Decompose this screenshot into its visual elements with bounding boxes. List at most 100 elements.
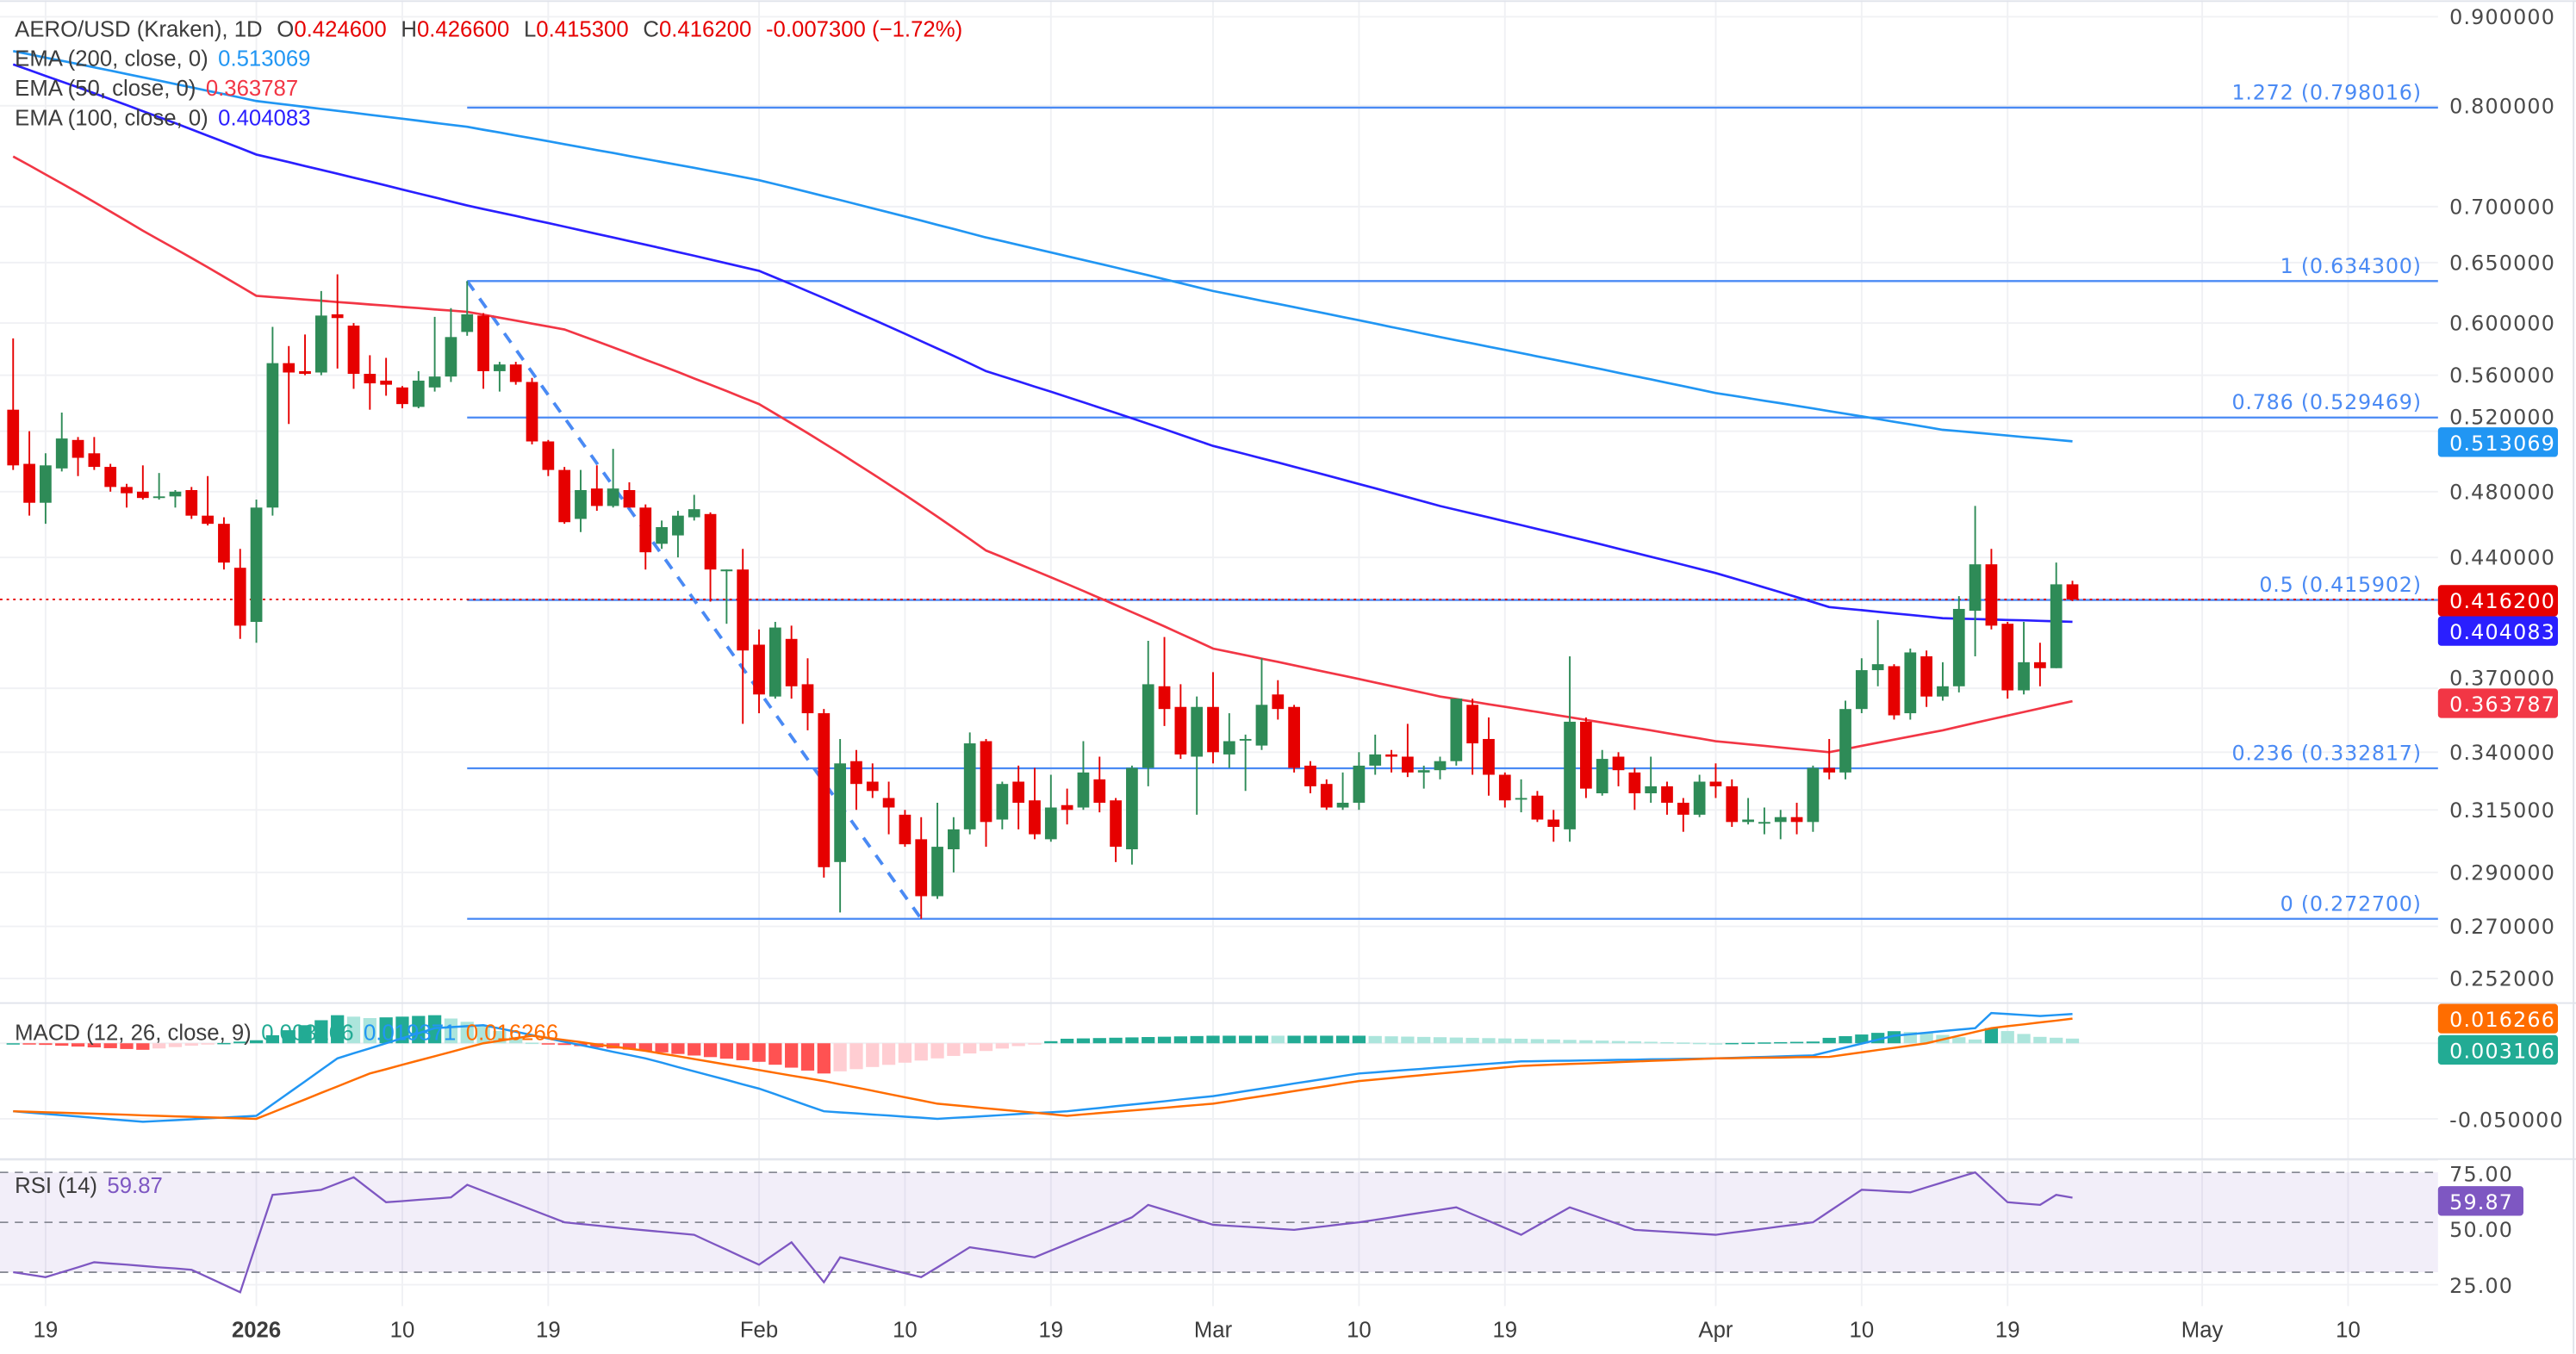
candle[interactable] bbox=[1434, 756, 1447, 779]
candle[interactable] bbox=[1336, 772, 1349, 811]
ema200-legend[interactable]: EMA (200, close, 0) 0.513069 bbox=[15, 47, 310, 71]
fib-trend-line[interactable] bbox=[465, 280, 923, 920]
candle[interactable] bbox=[899, 810, 912, 848]
candle[interactable] bbox=[1142, 641, 1154, 786]
candle[interactable] bbox=[1223, 713, 1235, 768]
ema50-legend[interactable]: EMA (50, close, 0) 0.363787 bbox=[15, 77, 298, 101]
candle[interactable] bbox=[1466, 699, 1479, 775]
candle[interactable] bbox=[1790, 802, 1803, 835]
ema100-legend[interactable]: EMA (100, close, 0) 0.404083 bbox=[15, 106, 310, 130]
rsi-pane[interactable] bbox=[0, 1171, 2438, 1273]
candle[interactable] bbox=[1012, 765, 1025, 829]
candle[interactable] bbox=[1191, 696, 1204, 815]
candle[interactable] bbox=[1498, 772, 1511, 808]
candle[interactable] bbox=[428, 316, 441, 392]
candle[interactable] bbox=[1110, 798, 1122, 862]
candle[interactable] bbox=[1158, 637, 1171, 726]
candle[interactable] bbox=[2001, 622, 2014, 699]
candle[interactable] bbox=[1174, 684, 1187, 760]
candle[interactable] bbox=[915, 817, 928, 919]
candle[interactable] bbox=[1093, 756, 1106, 813]
candle[interactable] bbox=[509, 362, 522, 385]
candle[interactable] bbox=[121, 483, 133, 508]
macd-legend[interactable]: MACD (12, 26, close, 9) 0.003106 0.019371 0… bbox=[15, 1021, 558, 1045]
candle[interactable] bbox=[1855, 658, 1868, 714]
candle[interactable] bbox=[1304, 761, 1316, 794]
candle[interactable] bbox=[1255, 658, 1268, 750]
candle[interactable] bbox=[1029, 767, 1041, 840]
candle[interactable] bbox=[1369, 734, 1382, 775]
candle[interactable] bbox=[477, 313, 489, 389]
candle[interactable] bbox=[834, 738, 846, 913]
candle[interactable] bbox=[1061, 788, 1073, 825]
candle[interactable] bbox=[7, 338, 20, 470]
candle[interactable] bbox=[737, 549, 750, 724]
candle[interactable] bbox=[1807, 765, 1820, 832]
candle[interactable] bbox=[931, 802, 943, 899]
candle[interactable] bbox=[639, 504, 652, 570]
candle[interactable] bbox=[768, 622, 781, 699]
candle[interactable] bbox=[169, 490, 182, 508]
candle[interactable] bbox=[656, 520, 668, 550]
candle[interactable] bbox=[1401, 724, 1414, 778]
candle[interactable] bbox=[607, 449, 619, 508]
candle[interactable] bbox=[299, 334, 311, 376]
candle[interactable] bbox=[1417, 765, 1430, 789]
candle[interactable] bbox=[72, 437, 84, 476]
candle[interactable] bbox=[380, 357, 393, 396]
candle[interactable] bbox=[704, 512, 717, 602]
candle[interactable] bbox=[1288, 705, 1300, 773]
candle[interactable] bbox=[753, 629, 765, 714]
candle[interactable] bbox=[1515, 779, 1528, 813]
candle[interactable] bbox=[1272, 680, 1285, 720]
candle[interactable] bbox=[1985, 549, 1998, 630]
candle[interactable] bbox=[1385, 749, 1397, 773]
candle[interactable] bbox=[818, 709, 831, 878]
candle[interactable] bbox=[445, 307, 457, 382]
time-axis[interactable]: 19 2026 10 19 Feb 10 19 Mar 10 19 Apr 10 19 May 10 bbox=[34, 1319, 2361, 1343]
candle[interactable] bbox=[152, 473, 165, 500]
candles[interactable] bbox=[7, 274, 2079, 919]
candle[interactable] bbox=[1758, 807, 1770, 835]
candle[interactable] bbox=[850, 749, 862, 811]
candle[interactable] bbox=[185, 487, 198, 519]
candle[interactable] bbox=[1726, 779, 1739, 828]
candle[interactable] bbox=[1871, 619, 1884, 686]
candle[interactable] bbox=[542, 439, 555, 476]
candle[interactable] bbox=[801, 658, 814, 730]
candle[interactable] bbox=[1531, 791, 1544, 823]
candle[interactable] bbox=[1207, 672, 1219, 764]
candle[interactable] bbox=[136, 465, 149, 500]
candle[interactable] bbox=[590, 465, 603, 512]
candle[interactable] bbox=[2066, 581, 2079, 601]
candle[interactable] bbox=[1628, 767, 1641, 811]
candle[interactable] bbox=[558, 467, 571, 525]
candle[interactable] bbox=[266, 326, 279, 516]
candle[interactable] bbox=[314, 290, 327, 376]
candle[interactable] bbox=[1937, 661, 1949, 701]
candle[interactable] bbox=[1596, 749, 1608, 796]
candle[interactable] bbox=[1483, 717, 1495, 796]
candle[interactable] bbox=[866, 763, 879, 798]
candle[interactable] bbox=[1888, 664, 1901, 720]
candle[interactable] bbox=[672, 511, 684, 558]
candle[interactable] bbox=[1742, 798, 1754, 825]
candle[interactable] bbox=[2018, 622, 2030, 695]
candle[interactable] bbox=[1709, 763, 1722, 798]
candle[interactable] bbox=[1320, 779, 1333, 811]
candle[interactable] bbox=[23, 431, 35, 516]
candle[interactable] bbox=[948, 817, 960, 873]
candle[interactable] bbox=[1969, 506, 1982, 657]
candle[interactable] bbox=[1920, 650, 1932, 707]
candle[interactable] bbox=[396, 386, 408, 409]
candle[interactable] bbox=[1450, 699, 1463, 766]
candle[interactable] bbox=[688, 494, 700, 521]
candle[interactable] bbox=[623, 481, 636, 508]
candle[interactable] bbox=[2034, 643, 2046, 686]
candle[interactable] bbox=[1580, 717, 1592, 798]
candle[interactable] bbox=[331, 274, 344, 369]
candle[interactable] bbox=[1239, 734, 1252, 792]
candle[interactable] bbox=[461, 281, 474, 336]
candle[interactable] bbox=[980, 738, 992, 848]
